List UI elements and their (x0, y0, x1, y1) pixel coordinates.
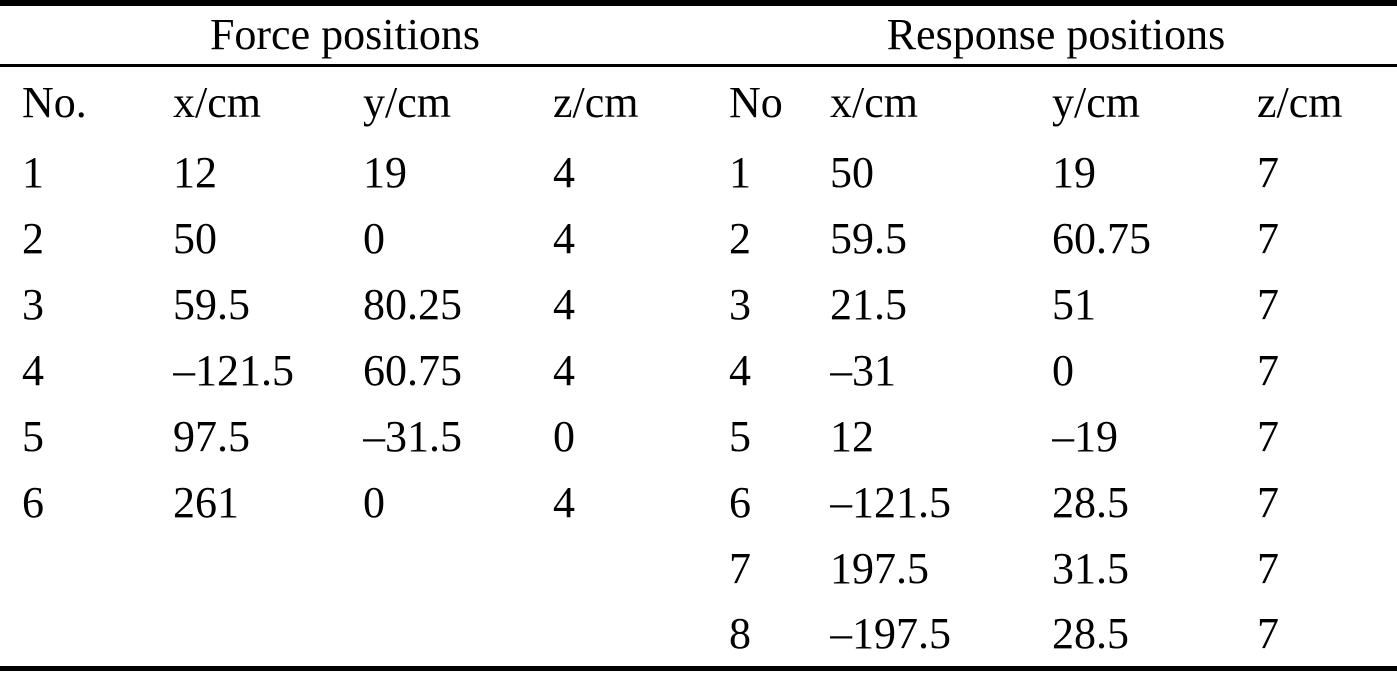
force-y: 0 (363, 478, 385, 527)
table-row: 5 97.5 –31.5 0 5 12 –19 7 (0, 404, 1397, 470)
table-row: 1 12 19 4 1 50 19 7 (0, 140, 1397, 206)
response-row-no: 4 (729, 346, 751, 395)
response-row-no: 8 (729, 608, 751, 658)
empty-cell (553, 536, 729, 602)
response-row-no: 1 (729, 148, 751, 197)
response-x: –31 (830, 346, 896, 395)
response-positions-group-title: Response positions (886, 9, 1226, 59)
force-col-header-z: z/cm (553, 78, 639, 128)
force-row-no: 2 (22, 214, 44, 263)
empty-cell (0, 536, 173, 602)
response-row-no: 6 (729, 478, 751, 527)
response-y: 51 (1052, 280, 1096, 329)
response-col-header-no: No (729, 78, 783, 128)
response-col-header-y: y/cm (1052, 78, 1140, 128)
empty-cell (363, 602, 553, 668)
response-row-no: 5 (729, 412, 751, 461)
force-x: 97.5 (173, 412, 250, 461)
table-row: 2 50 0 4 2 59.5 60.75 7 (0, 206, 1397, 272)
empty-cell (173, 602, 363, 668)
force-x: 59.5 (173, 280, 250, 329)
response-row-no: 3 (729, 280, 751, 329)
response-z: 7 (1257, 478, 1279, 527)
force-x: –121.5 (173, 346, 294, 395)
force-row-no: 1 (22, 148, 44, 197)
response-x: 197.5 (830, 544, 929, 593)
response-row-no: 7 (729, 544, 751, 593)
response-y: 28.5 (1052, 608, 1129, 658)
response-y: 0 (1052, 346, 1074, 395)
force-row-no: 6 (22, 478, 44, 527)
response-x: 50 (830, 148, 874, 197)
response-col-header-x: x/cm (830, 78, 918, 128)
force-y: 80.25 (363, 280, 462, 329)
response-x: –121.5 (830, 478, 951, 527)
table-row: 3 59.5 80.25 4 3 21.5 51 7 (0, 272, 1397, 338)
column-header-row: No. x/cm y/cm z/cm No x/cm y/cm z/cm (0, 65, 1397, 140)
empty-cell (0, 602, 173, 668)
force-positions-group-cell: Force positions (0, 3, 729, 67)
force-x: 50 (173, 214, 217, 263)
table-row: 6 261 0 4 6 –121.5 28.5 7 (0, 470, 1397, 536)
empty-cell (363, 536, 553, 602)
force-row-no: 4 (22, 346, 44, 395)
response-positions-group-cell: Response positions (729, 3, 1397, 67)
force-y: 0 (363, 214, 385, 263)
response-x: 21.5 (830, 280, 907, 329)
force-z: 4 (553, 214, 575, 263)
response-z: 7 (1257, 148, 1279, 197)
response-y: –19 (1052, 412, 1118, 461)
force-row-no: 5 (22, 412, 44, 461)
force-col-header-no: No. (22, 78, 87, 128)
force-x: 261 (173, 478, 239, 527)
response-z: 7 (1257, 280, 1279, 329)
response-z: 7 (1257, 544, 1279, 593)
force-positions-group-title: Force positions (209, 9, 481, 59)
force-col-header-y: y/cm (363, 78, 451, 128)
response-x: 12 (830, 412, 874, 461)
force-x: 12 (173, 148, 217, 197)
response-y: 60.75 (1052, 214, 1151, 263)
response-z: 7 (1257, 346, 1279, 395)
force-z: 4 (553, 346, 575, 395)
empty-cell (553, 602, 729, 668)
force-z: 0 (553, 412, 575, 461)
response-z: 7 (1257, 412, 1279, 461)
force-y: 60.75 (363, 346, 462, 395)
force-y: 19 (363, 148, 407, 197)
force-z: 4 (553, 148, 575, 197)
response-z: 7 (1257, 214, 1279, 263)
table-row: 8 –197.5 28.5 7 (0, 602, 1397, 668)
table-row: 7 197.5 31.5 7 (0, 536, 1397, 602)
response-y: 28.5 (1052, 478, 1129, 527)
response-col-header-z: z/cm (1257, 78, 1343, 128)
response-z: 7 (1257, 608, 1279, 658)
response-x: 59.5 (830, 214, 907, 263)
response-row-no: 2 (729, 214, 751, 263)
force-col-header-x: x/cm (173, 78, 261, 128)
response-y: 19 (1052, 148, 1096, 197)
empty-cell (173, 536, 363, 602)
force-row-no: 3 (22, 280, 44, 329)
group-header-row: Force positions Response positions (0, 3, 1397, 67)
force-y: –31.5 (363, 412, 462, 461)
table-row: 4 –121.5 60.75 4 4 –31 0 7 (0, 338, 1397, 404)
response-x: –197.5 (830, 608, 951, 658)
force-z: 4 (553, 280, 575, 329)
response-y: 31.5 (1052, 544, 1129, 593)
force-z: 4 (553, 478, 575, 527)
